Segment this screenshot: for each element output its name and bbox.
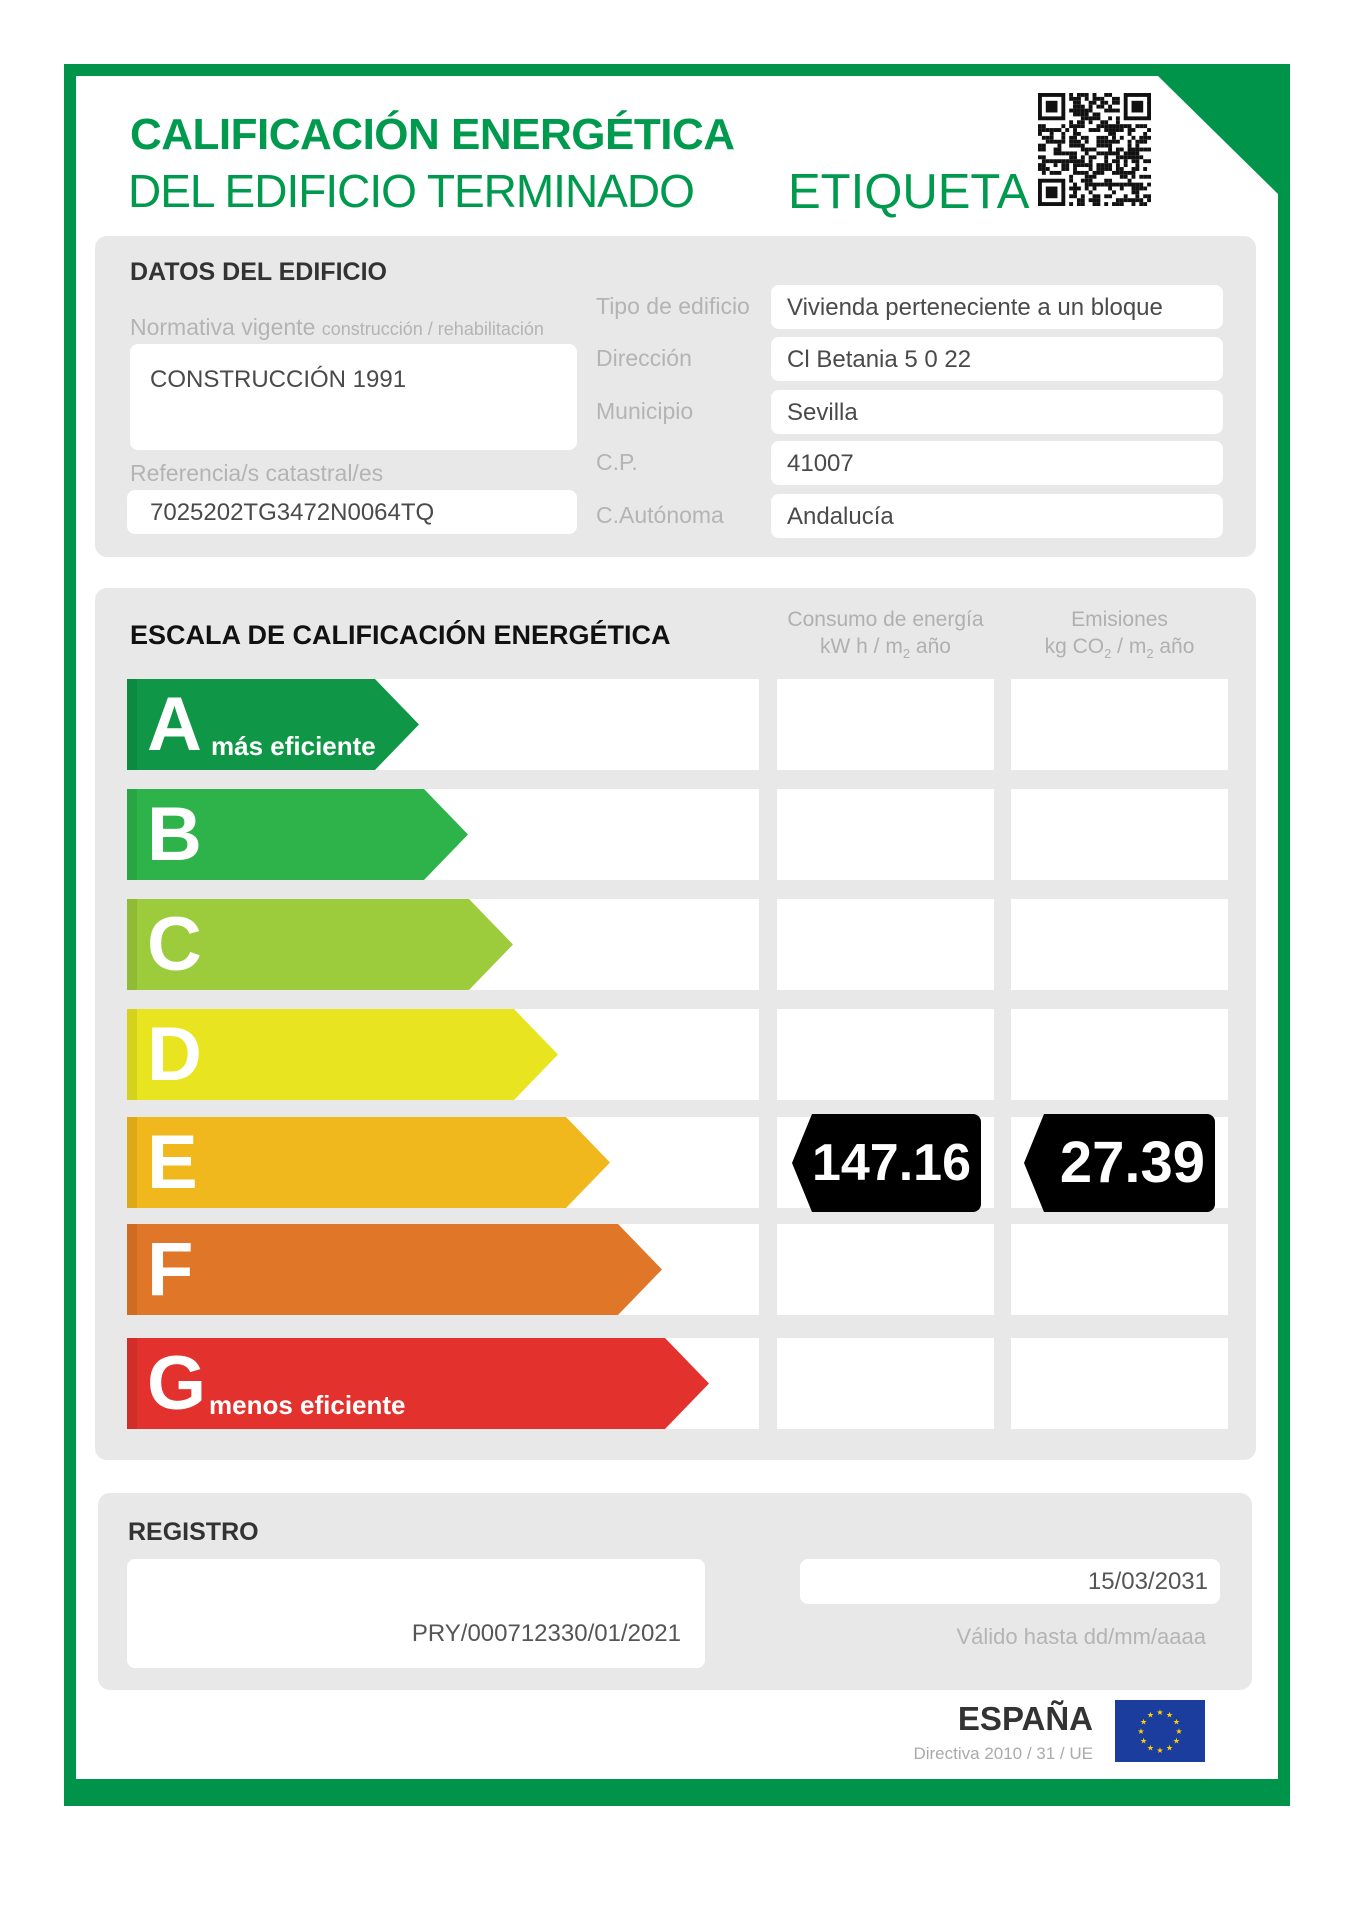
field-label: C.P.: [596, 449, 638, 475]
class-bar-d: D: [127, 1009, 558, 1100]
emisiones-cell: [1011, 1338, 1228, 1429]
consumo-cell: [777, 1224, 994, 1315]
normativa-label: Normativa vigente construcción / rehabil…: [130, 314, 544, 341]
consumo-cell: [777, 1009, 994, 1100]
svg-text:★: ★: [1166, 1743, 1173, 1752]
field-box: [771, 337, 1223, 381]
consumo-cell: [777, 1338, 994, 1429]
bar-stripe: [127, 789, 137, 880]
class-letter: D: [147, 1012, 202, 1097]
field-box: [771, 494, 1223, 538]
country-name: ESPAÑA: [957, 1700, 1093, 1737]
class-bar-g: G menos eficiente: [127, 1338, 709, 1429]
bar-stripe: [127, 899, 137, 990]
normativa-sublabel: construcción / rehabilitación: [321, 319, 544, 339]
class-bar-f: F: [127, 1224, 662, 1315]
normativa-value: CONSTRUCCIÓN 1991: [150, 366, 407, 393]
svg-text:★: ★: [1173, 1718, 1180, 1727]
svg-text:★: ★: [1156, 1746, 1163, 1755]
field-box: [771, 285, 1223, 329]
valid-date-box: [800, 1559, 1220, 1604]
emisiones-header: Emisiones kg CO2 / m2 año: [1011, 606, 1228, 667]
class-letter: E: [147, 1120, 198, 1205]
class-letter: C: [147, 902, 202, 987]
registro-title: REGISTRO: [128, 1518, 259, 1546]
svg-text:★: ★: [1156, 1708, 1163, 1717]
svg-text:★: ★: [1140, 1737, 1147, 1746]
class-letter: A: [147, 682, 202, 767]
field-label: Dirección: [596, 345, 692, 371]
emisiones-cell: [1011, 1224, 1228, 1315]
escala-title: ESCALA DE CALIFICACIÓN ENERGÉTICA: [130, 620, 671, 650]
class-bar-b: B: [127, 789, 468, 880]
field-box: [771, 441, 1223, 485]
registro-number: PRY/000712330/01/2021: [411, 1620, 681, 1647]
referencia-label: Referencia/s catastral/es: [130, 460, 384, 486]
class-letter: B: [147, 792, 202, 877]
bar-stripe: [127, 1224, 137, 1315]
field-label: Municipio: [596, 398, 694, 424]
consumo-indicator: 147.16: [792, 1114, 981, 1212]
consumo-header-unit: kW h / m2 año: [820, 635, 951, 662]
emisiones-cell: [1011, 679, 1228, 770]
emisiones-indicator: 27.39: [1024, 1114, 1215, 1212]
svg-text:★: ★: [1137, 1727, 1144, 1736]
valid-date: 15/03/2031: [1087, 1568, 1208, 1595]
qr-code[interactable]: [1038, 93, 1151, 206]
directive-text: Directiva 2010 / 31 / UE: [913, 1744, 1093, 1763]
title-line2: DEL EDIFICIO TERMINADO: [128, 165, 695, 217]
referencia-box: [127, 490, 577, 534]
svg-text:★: ★: [1140, 1718, 1147, 1727]
consumo-cell: [777, 789, 994, 880]
emisiones-cell: [1011, 899, 1228, 990]
eu-flag-icon: ★★★★★★★★★ ★ ★★: [1115, 1700, 1205, 1762]
datos-title: DATOS DEL EDIFICIO: [130, 258, 387, 286]
svg-text:★: ★: [1166, 1711, 1173, 1720]
normativa-box: [130, 344, 577, 450]
class-letter: G: [147, 1341, 207, 1426]
class-note: menos eficiente: [209, 1390, 406, 1420]
class-bar-c: C: [127, 899, 513, 990]
field-value: Sevilla: [787, 399, 858, 426]
bar-stripe: [127, 1009, 137, 1100]
field-value: 41007: [787, 450, 854, 477]
bar-stripe: [127, 679, 137, 770]
valid-label: Válido hasta dd/mm/aaaa: [956, 1624, 1207, 1649]
bar-stripe: [127, 1338, 137, 1429]
emisiones-header-line1: Emisiones: [1071, 608, 1168, 631]
consumo-header-line1: Consumo de energía: [787, 608, 984, 631]
emisiones-cell: [1011, 789, 1228, 880]
emisiones-cell: [1011, 1009, 1228, 1100]
consumo-cell: [777, 679, 994, 770]
bar-stripe: [127, 1117, 137, 1208]
etiqueta-label: ETIQUETA: [788, 165, 1030, 219]
field-label: Tipo de edificio: [596, 293, 750, 319]
field-box: [771, 390, 1223, 434]
class-bar-a: A más eficiente: [127, 679, 419, 770]
emisiones-header-unit: kg CO2 / m2 año: [1044, 635, 1195, 662]
field-value: Vivienda perteneciente a un bloque: [787, 294, 1163, 321]
class-bar-e: E: [127, 1117, 610, 1208]
svg-text:★: ★: [1147, 1743, 1154, 1752]
title-line1: CALIFICACIÓN ENERGÉTICA: [130, 110, 735, 159]
field-label: C.Autónoma: [596, 502, 724, 528]
referencia-value: 7025202TG3472N0064TQ: [150, 499, 435, 526]
consumo-header: Consumo de energía kW h / m2 año: [777, 606, 994, 667]
svg-text:★: ★: [1173, 1737, 1180, 1746]
consumo-cell: [777, 899, 994, 990]
registro-number-box: [127, 1559, 705, 1668]
svg-text:★: ★: [1147, 1711, 1154, 1720]
field-value: Cl Betania 5 0 22: [787, 346, 972, 373]
normativa-label-text: Normativa vigente: [130, 314, 316, 340]
class-letter: F: [147, 1227, 194, 1312]
class-note: más eficiente: [211, 731, 376, 761]
field-value: Andalucía: [787, 503, 894, 530]
svg-text:★: ★: [1175, 1727, 1182, 1736]
